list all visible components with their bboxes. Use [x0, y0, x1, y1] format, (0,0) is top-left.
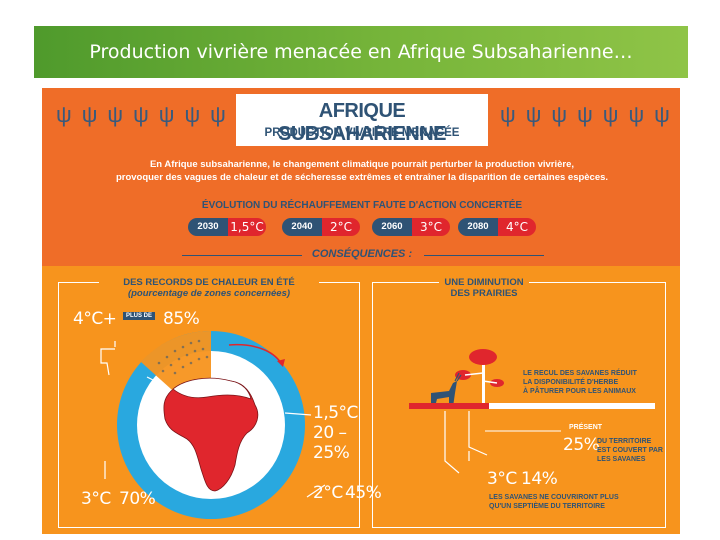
wheat-icon: ψ — [133, 102, 149, 127]
warming-temp: 2°C — [322, 218, 360, 236]
africa-north — [172, 377, 252, 400]
grass-title-line-2: DES PRAIRIES — [450, 288, 518, 299]
warming-year: 2080 — [458, 218, 498, 236]
heat-4c-pct: 85% — [163, 309, 200, 329]
heat-title-line-2: (pourcentage de zones concernées) — [127, 288, 291, 299]
present-text-2: EST COUVERT PAR — [597, 447, 663, 454]
grass-title-line-1: UNE DIMINUTION — [444, 277, 524, 288]
tree-canopy — [469, 349, 497, 365]
evolution-title: ÉVOLUTION DU RÉCHAUFFEMENT FAUTE D'ACTIO… — [201, 200, 523, 211]
slide-title-bar: Production vivrière menacée en Afrique S… — [34, 26, 688, 78]
antelope-horns — [454, 372, 462, 382]
wheat-icon: ψ — [602, 102, 619, 127]
warming-temp: 3°C — [412, 218, 450, 236]
plus-de-badge: PLUS DE — [123, 312, 156, 320]
wheat-icon: ψ — [577, 102, 593, 127]
heat-title-line-1: DES RECORDS DE CHALEUR EN ÉTÉ — [123, 277, 295, 288]
wheat-icon: ψ — [525, 102, 542, 127]
future-text-2: QU'UN SEPTIÈME DU TERRITOIRE — [489, 503, 605, 510]
heat-diagram — [100, 330, 326, 519]
intro-line-1: En Afrique subsaharienne, le changement … — [149, 159, 575, 170]
heat-1-5c-pct: 20 – 25% — [313, 423, 350, 463]
arrow-2c — [306, 484, 326, 498]
warming-pill-2040: 2040 2°C — [282, 218, 360, 236]
grass-strip — [409, 403, 489, 409]
consequences-heading: CONSÉQUENCES : — [311, 248, 413, 260]
antelope-icon — [431, 381, 457, 407]
wheat-icon: ψ — [184, 102, 201, 127]
wheat-row-right: ψ ψ ψ ψ ψ ψ ψ — [500, 96, 670, 134]
present-pct: 25% — [563, 435, 600, 455]
wheat-icon: ψ — [551, 102, 568, 127]
bottom-section: DES RECORDS DE CHALEUR EN ÉTÉ (pourcenta… — [42, 266, 680, 534]
wheat-icon: ψ — [654, 102, 670, 127]
wheat-icon: ψ — [56, 102, 72, 127]
wheat-icon: ψ — [107, 102, 124, 127]
future-text-1: LES SAVANES NE COUVRIRONT PLUS — [489, 494, 619, 501]
heat-3c-pct: 70% — [119, 489, 156, 509]
warming-year: 2060 — [372, 218, 412, 236]
warming-temp: 4°C — [498, 218, 536, 236]
warming-pill-2080: 2080 4°C — [458, 218, 536, 236]
savanna-illustration — [409, 349, 655, 474]
arrow-4c — [100, 341, 156, 382]
divider-line — [424, 255, 544, 256]
tree-branch — [464, 372, 498, 384]
grass-strip-white — [489, 403, 655, 409]
future-text: LES SAVANES NE COUVRIRONT PLUS QU'UN SEP… — [489, 493, 659, 511]
warming-pill-2030: 2030 1,5°C — [188, 218, 266, 236]
slide-title: Production vivrière menacée en Afrique S… — [89, 41, 633, 63]
recul-line-1: LE RECUL DES SAVANES RÉDUIT — [523, 370, 637, 377]
wheat-row-left: ψ ψ ψ ψ ψ ψ ψ ψ — [56, 96, 252, 134]
savanna-recul: LE RECUL DES SAVANES RÉDUIT LA DISPONIBI… — [523, 369, 663, 396]
grass-3c-pct: 14% — [521, 469, 558, 489]
arrow-3c — [444, 411, 460, 474]
grass-3c-label: 3°C — [487, 469, 517, 489]
heat-records-panel: DES RECORDS DE CHALEUR EN ÉTÉ (pourcenta… — [58, 277, 382, 528]
present-text-3: LES SAVANES — [597, 456, 646, 463]
dot-pattern — [157, 339, 209, 375]
divider-line — [182, 255, 302, 256]
present-text: DU TERRITOIRE EST COUVERT PAR LES SAVANE… — [597, 437, 667, 464]
heat-1-5c-label: 1,5°C — [313, 403, 358, 423]
arrow-red-head — [277, 359, 285, 367]
wheat-icon: ψ — [81, 102, 98, 127]
warming-pill-2060: 2060 3°C — [372, 218, 450, 236]
warming-year: 2030 — [188, 218, 228, 236]
wheat-icon: ψ — [628, 102, 645, 127]
infographic-title: AFRIQUE SUBSAHARIENNE — [278, 100, 446, 145]
heat-4c-label: 4°C+ — [73, 309, 117, 329]
present-label: PRÉSENT — [569, 424, 603, 431]
present-text-1: DU TERRITOIRE — [597, 438, 652, 445]
infographic-subtitle: PRODUCTION VIVRIÈRE MENACÉE — [264, 127, 460, 139]
intro-text: En Afrique subsaharienne, le changement … — [102, 158, 622, 184]
recul-line-3: À PÂTURER POUR LES ANIMAUX — [523, 388, 636, 395]
heat-2c-label: 2°C — [313, 483, 343, 503]
grass-title: UNE DIMINUTION DES PRAIRIES — [439, 277, 529, 299]
wheat-icon: ψ — [210, 102, 226, 127]
grassland-panel: UNE DIMINUTION DES PRAIRIES — [372, 277, 667, 528]
wheat-icon: ψ — [500, 102, 516, 127]
arrow-1-5c — [284, 412, 312, 416]
warming-temp: 1,5°C — [228, 218, 266, 236]
heat-3c-label: 3°C — [81, 489, 111, 509]
top-section: ψ ψ ψ ψ ψ ψ ψ ψ ψ ψ ψ ψ ψ ψ ψ AFRIQUE SU… — [42, 88, 680, 266]
intro-line-2: provoquer des vagues de chaleur et de sé… — [115, 172, 609, 183]
recul-line-2: LA DISPONIBILITÉ D'HERBE — [523, 379, 619, 386]
wheat-icon: ψ — [158, 102, 175, 127]
infographic: ψ ψ ψ ψ ψ ψ ψ ψ ψ ψ ψ ψ ψ ψ ψ AFRIQUE SU… — [42, 88, 680, 534]
heat-title: DES RECORDS DE CHALEUR EN ÉTÉ (pourcenta… — [99, 277, 319, 299]
arrow-red — [228, 343, 282, 364]
arrow-present — [468, 411, 488, 461]
header-box: AFRIQUE SUBSAHARIENNE PRODUCTION VIVRIÈR… — [236, 94, 488, 146]
warming-year: 2040 — [282, 218, 322, 236]
